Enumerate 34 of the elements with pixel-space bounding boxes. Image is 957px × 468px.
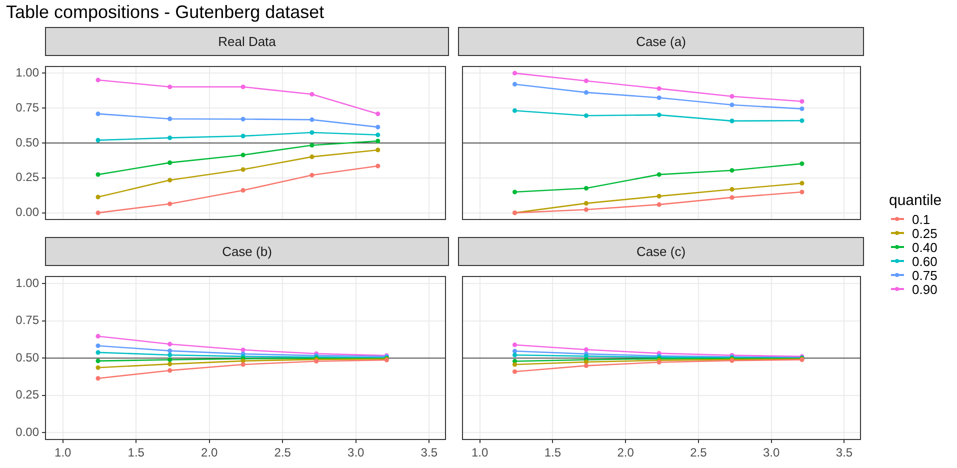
legend-label: 0.40 [912, 240, 938, 254]
legend-label: 0.25 [912, 226, 938, 240]
chart-title: Real Data [45, 27, 449, 56]
y-tick-label: 1.00 [16, 276, 40, 290]
x-tick-label: 1.5 [128, 446, 145, 460]
x-tick-label: 2.5 [274, 446, 292, 460]
legend-label: 0.90 [912, 282, 938, 296]
legend-label: 0.1 [912, 212, 930, 226]
legend-label: 0.75 [912, 268, 938, 282]
x-tick-label: 2.0 [201, 446, 218, 460]
legend-label: 0.60 [912, 254, 938, 268]
x-tick-label: 1.0 [54, 446, 72, 460]
y-tick-label: 0.50 [16, 350, 40, 364]
chart-title: Case (a) [458, 27, 864, 56]
x-tick-label: 3.0 [348, 446, 365, 460]
y-tick-label: 0.00 [16, 205, 40, 220]
x-tick-label: 3.5 [420, 446, 438, 460]
text: Table compositions - Gutenberg dataset [6, 1, 324, 23]
x-tick-label: 1.5 [544, 446, 562, 460]
legend-title: quantile [889, 192, 942, 209]
y-tick-label: 0.00 [16, 424, 40, 439]
y-tick-label: 0.25 [16, 388, 40, 402]
x-tick-label: 2.0 [617, 446, 634, 460]
x-tick-label: 3.0 [763, 446, 780, 460]
y-tick-label: 0.75 [16, 313, 40, 328]
chart-title: Case (b) [45, 237, 449, 266]
x-tick-label: 1.0 [471, 446, 488, 460]
y-tick-label: 0.75 [16, 100, 40, 114]
y-tick-label: 1.00 [16, 65, 40, 80]
y-tick-label: 0.25 [16, 170, 40, 184]
x-tick-label: 3.5 [836, 446, 853, 460]
chart-title: Case (c) [458, 237, 864, 266]
x-tick-label: 2.5 [690, 446, 708, 460]
y-tick-label: 0.50 [16, 135, 40, 150]
